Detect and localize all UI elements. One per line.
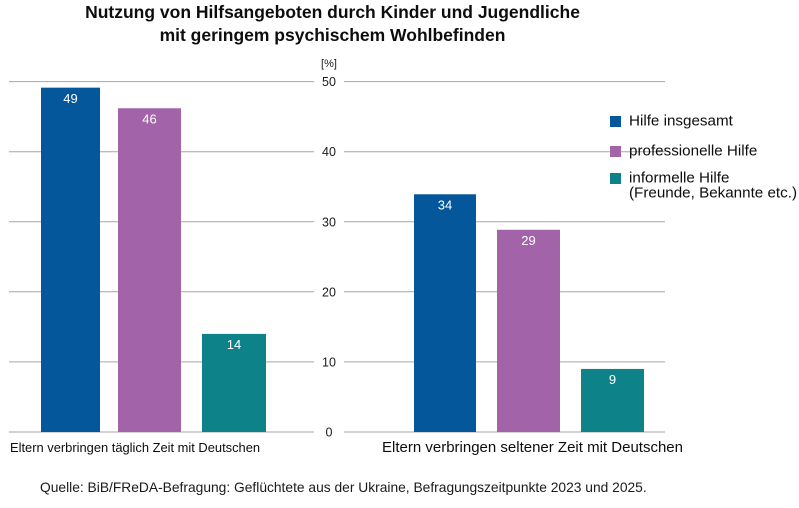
svg-text:0: 0 [326,426,333,440]
svg-text:professionelle Hilfe: professionelle Hilfe [629,143,757,160]
svg-text:Hilfe insgesamt: Hilfe insgesamt [629,113,734,130]
svg-text:14: 14 [227,337,241,352]
svg-text:Quelle: BiB/FReDA-Befragung: G: Quelle: BiB/FReDA-Befragung: Geflüchtete… [40,480,647,495]
svg-text:34: 34 [438,198,452,213]
svg-text:29: 29 [521,233,535,248]
svg-text:30: 30 [322,215,336,229]
svg-text:20: 20 [322,285,336,299]
svg-text:9: 9 [609,372,616,387]
svg-text:40: 40 [322,145,336,159]
svg-text:(Freunde, Bekannte etc.): (Freunde, Bekannte etc.) [629,185,797,202]
svg-text:49: 49 [63,91,77,106]
svg-text:[%]: [%] [321,58,337,70]
svg-text:46: 46 [142,112,156,127]
svg-text:50: 50 [322,75,336,89]
svg-text:10: 10 [322,355,336,369]
svg-text:Eltern verbringen täglich Zeit: Eltern verbringen täglich Zeit mit Deuts… [10,440,260,455]
svg-text:Eltern verbringen seltener Zei: Eltern verbringen seltener Zeit mit Deut… [382,439,683,456]
